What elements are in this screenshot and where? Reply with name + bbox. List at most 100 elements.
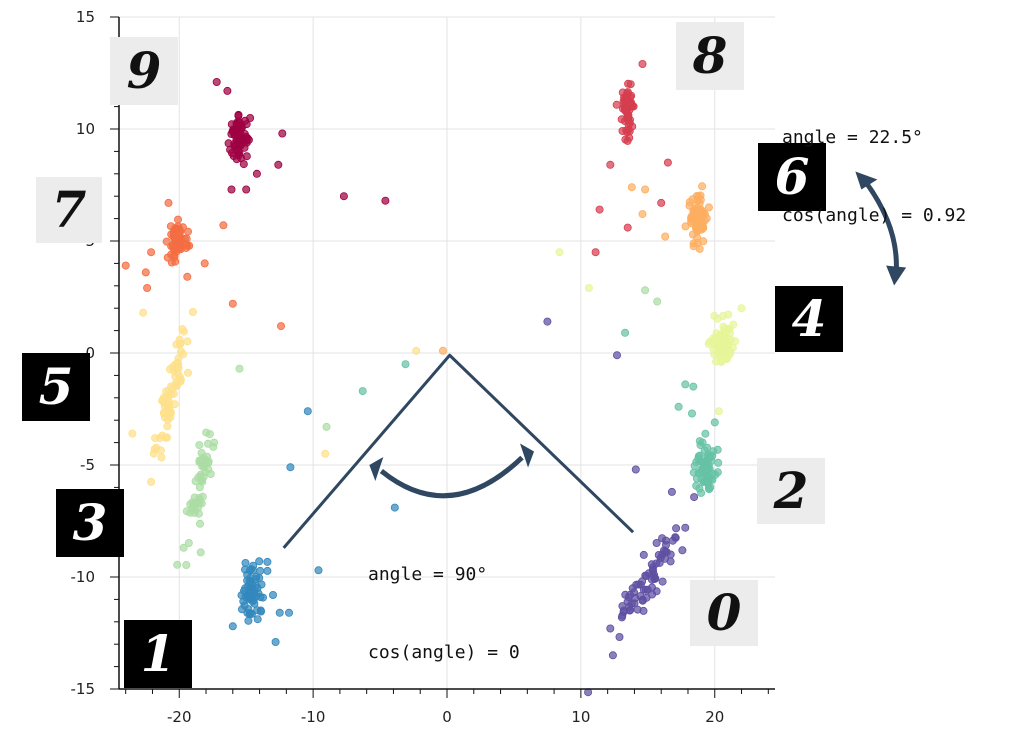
data-point-5: [179, 350, 188, 359]
outlier-point: [584, 283, 593, 292]
outlier-point: [555, 248, 564, 257]
data-point-2: [695, 456, 704, 465]
data-point-8: [624, 79, 633, 88]
data-point-9: [235, 118, 244, 127]
data-point-3: [197, 448, 206, 457]
outlier-point: [412, 346, 421, 355]
outlier-point: [627, 183, 636, 192]
data-point-4: [726, 349, 735, 358]
data-point-0: [671, 533, 680, 542]
data-point-6: [698, 182, 707, 191]
outlier-point: [284, 608, 293, 617]
digit-thumb-2: 2: [757, 458, 825, 524]
data-point-5: [163, 422, 172, 431]
data-point-6: [697, 218, 706, 227]
data-point-0: [636, 592, 645, 601]
angle-90-annotation: angle = 90° cos(angle) = 0: [368, 510, 520, 692]
outlier-point: [621, 328, 630, 337]
data-point-9: [228, 127, 237, 136]
data-point-9: [240, 143, 249, 152]
outlier-point: [663, 158, 672, 167]
data-point-8: [612, 100, 621, 109]
data-point-2: [714, 458, 723, 467]
vector-lines: [282, 353, 635, 549]
data-point-8: [623, 136, 632, 145]
outlier-point: [613, 351, 622, 360]
data-point-7: [174, 235, 183, 244]
data-point-0: [608, 651, 617, 660]
data-point-5: [183, 368, 192, 377]
data-point-6: [685, 198, 694, 207]
angle-vectors: [282, 171, 907, 549]
data-point-3: [203, 439, 212, 448]
x-tick-label: 10: [571, 708, 590, 726]
data-point-1: [258, 593, 267, 602]
data-point-4: [729, 320, 738, 329]
outlier-point: [710, 418, 719, 427]
outlier-point: [219, 221, 228, 230]
data-point-0: [662, 541, 671, 550]
data-point-0: [641, 571, 650, 580]
outlier-point: [674, 402, 683, 411]
data-point-1: [244, 616, 253, 625]
data-point-8: [622, 105, 631, 114]
data-point-1: [252, 573, 261, 582]
outlier-point: [183, 272, 192, 281]
digit-thumb-9: 9: [110, 37, 178, 105]
outlier-point: [196, 548, 205, 557]
data-point-1: [255, 557, 264, 566]
data-point-0: [615, 633, 624, 642]
digit-thumb-1: 1: [124, 620, 192, 688]
data-point-5: [149, 449, 158, 458]
data-point-1: [244, 605, 253, 614]
outlier-point: [235, 364, 244, 373]
outlier-point: [339, 192, 348, 201]
data-point-4: [704, 339, 713, 348]
data-point-1: [256, 606, 265, 615]
x-tick-label: 0: [442, 708, 452, 726]
digit-thumb-4: 4: [775, 286, 843, 352]
outlier-point: [278, 129, 287, 138]
data-point-0: [656, 554, 665, 563]
arc-90-arrowhead-left: [369, 457, 384, 481]
data-point-3: [201, 458, 210, 467]
outlier-point: [141, 268, 150, 277]
data-point-4: [719, 311, 728, 320]
data-point-4: [717, 357, 726, 366]
outlier-point: [242, 185, 251, 194]
outlier-point: [638, 210, 647, 219]
data-point-0: [648, 565, 657, 574]
data-point-0: [678, 546, 687, 555]
cos-0-line: cos(angle) = 0: [368, 642, 520, 663]
data-point-1: [263, 566, 272, 575]
data-point-5: [165, 404, 174, 413]
outlier-point: [667, 487, 676, 496]
angle-90-line: angle = 90°: [368, 564, 488, 585]
data-point-3: [195, 441, 204, 450]
data-point-0: [643, 585, 652, 594]
data-point-5: [178, 325, 187, 334]
outlier-point: [631, 465, 640, 474]
data-point-6: [681, 222, 690, 231]
data-point-3: [182, 561, 191, 570]
data-point-5: [147, 477, 156, 486]
outlier-point: [618, 602, 627, 611]
outlier-point: [653, 297, 662, 306]
outlier-point: [381, 196, 390, 205]
outlier-point: [151, 434, 160, 443]
angle-arc-22: [863, 180, 899, 274]
data-point-6: [687, 214, 696, 223]
digit-thumb-8: 8: [676, 22, 744, 90]
data-point-0: [662, 548, 671, 557]
data-point-7: [171, 225, 180, 234]
y-tick-label: -5: [80, 456, 95, 474]
data-point-6: [695, 244, 704, 253]
y-tick-label: -15: [71, 680, 96, 698]
outlier-point: [322, 422, 331, 431]
data-point-3: [186, 508, 195, 517]
arc-90-arrowhead-right: [520, 443, 535, 468]
outlier-point: [606, 624, 615, 633]
y-tick-label: 10: [76, 120, 95, 138]
data-point-3: [202, 428, 211, 437]
